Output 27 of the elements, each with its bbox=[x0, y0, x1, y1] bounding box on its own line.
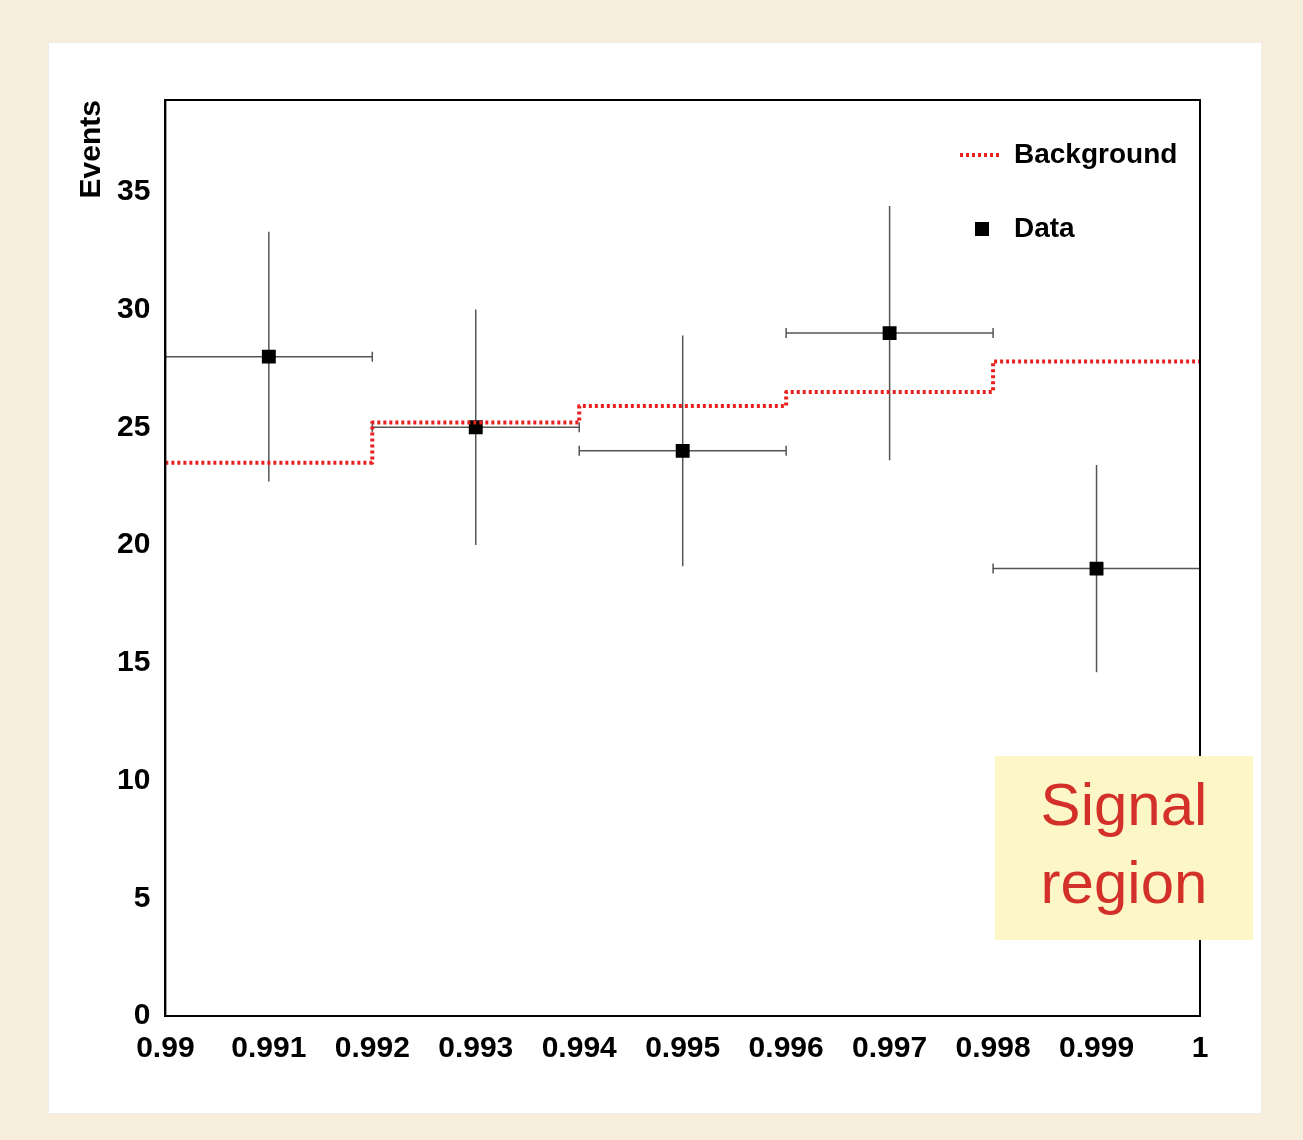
x-tick-label: 0.995 bbox=[645, 1030, 721, 1064]
x-tick-label: 0.997 bbox=[852, 1030, 928, 1064]
x-tick-label: 0.991 bbox=[231, 1030, 307, 1064]
x-tick-label: 0.999 bbox=[1059, 1030, 1135, 1064]
y-tick-label: 15 bbox=[116, 644, 151, 678]
point bbox=[1089, 561, 1104, 576]
legend-label: Data bbox=[1014, 211, 1076, 243]
y-tick-label: 5 bbox=[133, 879, 151, 913]
y-tick-label: 20 bbox=[116, 526, 151, 560]
annotation: Signal region bbox=[1040, 770, 1208, 916]
legend-label: Background bbox=[1014, 137, 1178, 169]
y-tick-label: 30 bbox=[116, 290, 151, 324]
y-tick-label: 35 bbox=[116, 173, 151, 207]
x-tick-label: 0.992 bbox=[334, 1030, 410, 1064]
point bbox=[675, 443, 690, 458]
y-axis-title: Events bbox=[73, 100, 107, 199]
y-tick-label: 10 bbox=[116, 761, 151, 795]
x-tick-label: 1 bbox=[1191, 1030, 1209, 1064]
point bbox=[261, 349, 276, 364]
point bbox=[882, 326, 897, 341]
x-tick-label: 0.998 bbox=[955, 1030, 1031, 1064]
x-tick-label: 0.993 bbox=[438, 1030, 514, 1064]
y-tick-label: 25 bbox=[116, 408, 151, 442]
y-tick-label: 0 bbox=[133, 997, 151, 1031]
x-tick-label: 0.996 bbox=[748, 1030, 824, 1064]
x-tick-label: 0.994 bbox=[541, 1030, 618, 1064]
x-tick-label: 0.99 bbox=[136, 1030, 195, 1064]
